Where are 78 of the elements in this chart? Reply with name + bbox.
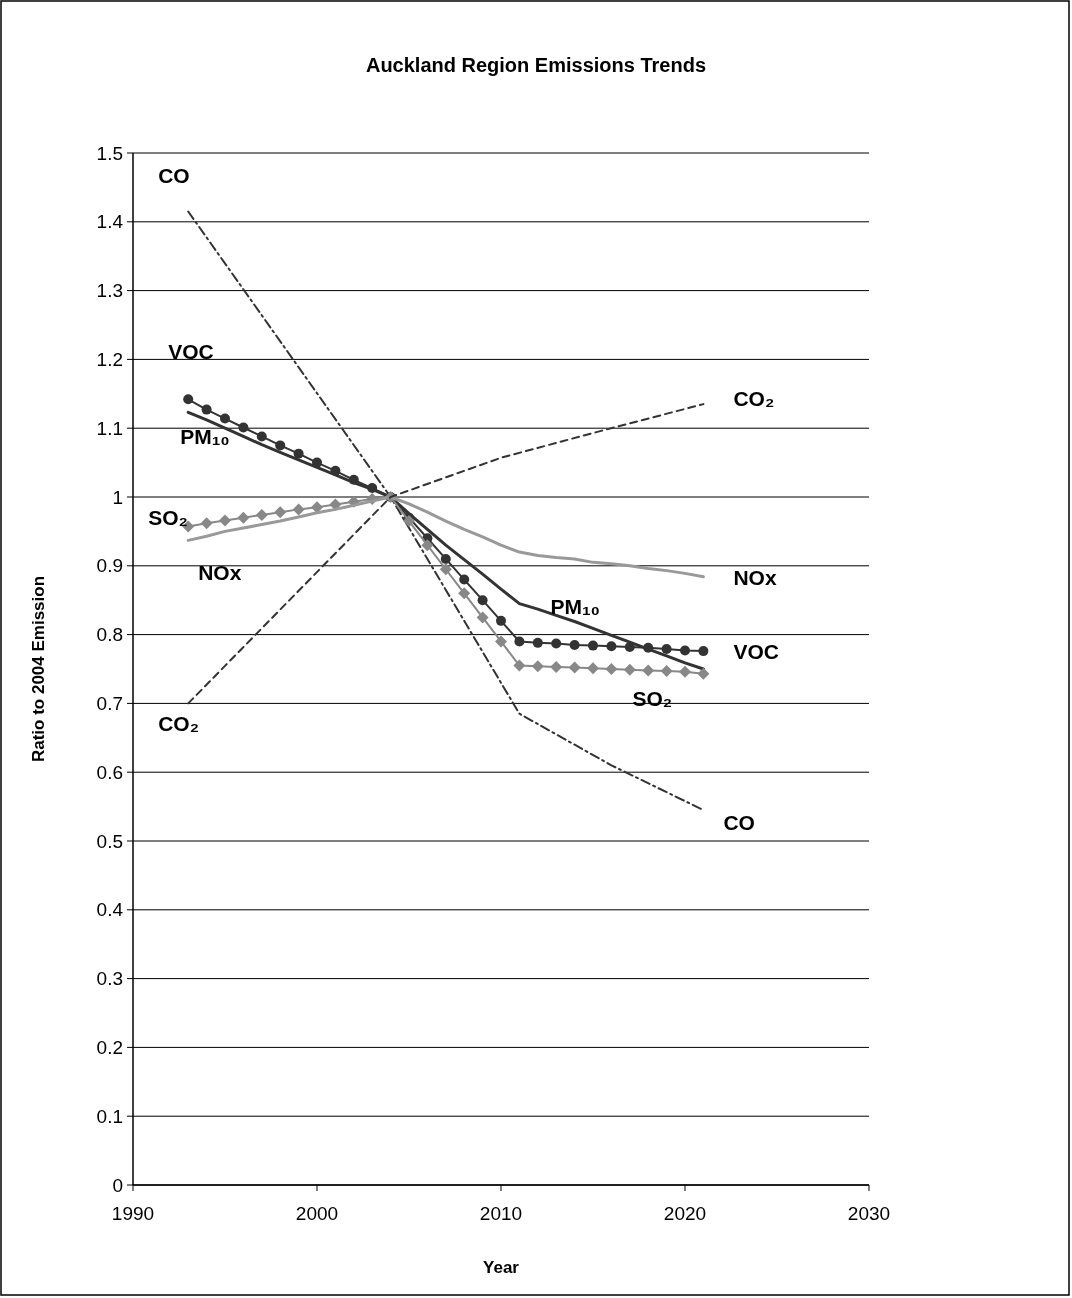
x-tick-label: 2010	[479, 1203, 523, 1224]
point	[550, 660, 563, 673]
point	[496, 615, 506, 626]
point	[660, 665, 673, 678]
point	[219, 514, 231, 527]
series-label: CO	[723, 811, 755, 835]
x-tick-label: 1990	[111, 1203, 155, 1224]
point	[587, 662, 599, 675]
point	[606, 641, 617, 652]
point	[476, 611, 489, 624]
series-label: PM₁₀	[550, 595, 601, 618]
point	[569, 639, 580, 650]
point	[588, 640, 598, 651]
y-tick-label: 0.3	[96, 968, 123, 990]
text: CO	[158, 164, 190, 188]
y-tick-label: 0.1	[96, 1105, 123, 1127]
x-axis-title: Year	[483, 1258, 520, 1277]
y-tick-label: 1.5	[96, 142, 123, 164]
point	[623, 663, 636, 676]
y-tick-label: 0.9	[96, 555, 123, 577]
point	[274, 506, 287, 519]
point	[477, 595, 488, 606]
point	[421, 539, 434, 552]
series-label: VOC	[733, 640, 779, 664]
x-tick-label: 2000	[295, 1203, 339, 1224]
y-tick-label: 1.1	[96, 417, 123, 439]
chart-title: Auckland Region Emissions Trends	[365, 54, 707, 76]
y-tick-label: 0.7	[96, 693, 123, 715]
point	[680, 645, 690, 656]
point	[293, 448, 304, 459]
point	[605, 663, 618, 675]
y-tick-label: 1.3	[96, 280, 123, 302]
x-tick-label: 2020	[663, 1203, 707, 1224]
point	[183, 394, 194, 405]
y-tick-label: 0.5	[96, 830, 123, 852]
point	[661, 644, 672, 655]
point	[551, 638, 562, 649]
point	[403, 515, 415, 528]
y-tick-label: 0.8	[96, 624, 123, 646]
point	[237, 511, 250, 524]
y-tick-label: 1.2	[96, 349, 123, 371]
y-tick-label: 0.4	[96, 899, 124, 921]
text: VOC	[168, 340, 214, 364]
point	[275, 440, 286, 451]
point	[513, 659, 526, 672]
point	[238, 422, 249, 433]
point	[255, 508, 268, 521]
y-tick-label: 0.6	[96, 761, 123, 783]
point	[495, 635, 507, 648]
text: NOx	[733, 565, 777, 589]
point	[201, 404, 212, 415]
y-tick-label: 0	[112, 1174, 123, 1196]
point	[698, 646, 709, 657]
point	[256, 431, 267, 442]
y-tick-label: 1	[112, 486, 123, 508]
point	[679, 665, 691, 678]
point	[568, 661, 581, 674]
point	[697, 667, 710, 680]
text: CO₂	[733, 387, 775, 411]
point	[200, 517, 213, 530]
point	[439, 563, 452, 576]
point	[514, 636, 525, 647]
y-axis-title: Ratio to 2004 Emission	[29, 575, 48, 763]
series-label: CO₂	[158, 712, 200, 736]
series-label: SO₂	[148, 505, 188, 529]
point	[440, 553, 451, 564]
point	[220, 413, 230, 424]
point	[642, 664, 655, 677]
y-tick-label: 1.4	[96, 211, 124, 233]
point	[531, 660, 544, 673]
text: PM₁₀	[180, 425, 230, 449]
series-label: NOx	[198, 561, 242, 585]
y-tick-label: 0.2	[96, 1037, 123, 1059]
x-tick-label: 2030	[847, 1203, 891, 1224]
point	[292, 503, 305, 516]
point	[459, 574, 470, 585]
point	[458, 587, 471, 600]
point	[532, 637, 543, 648]
